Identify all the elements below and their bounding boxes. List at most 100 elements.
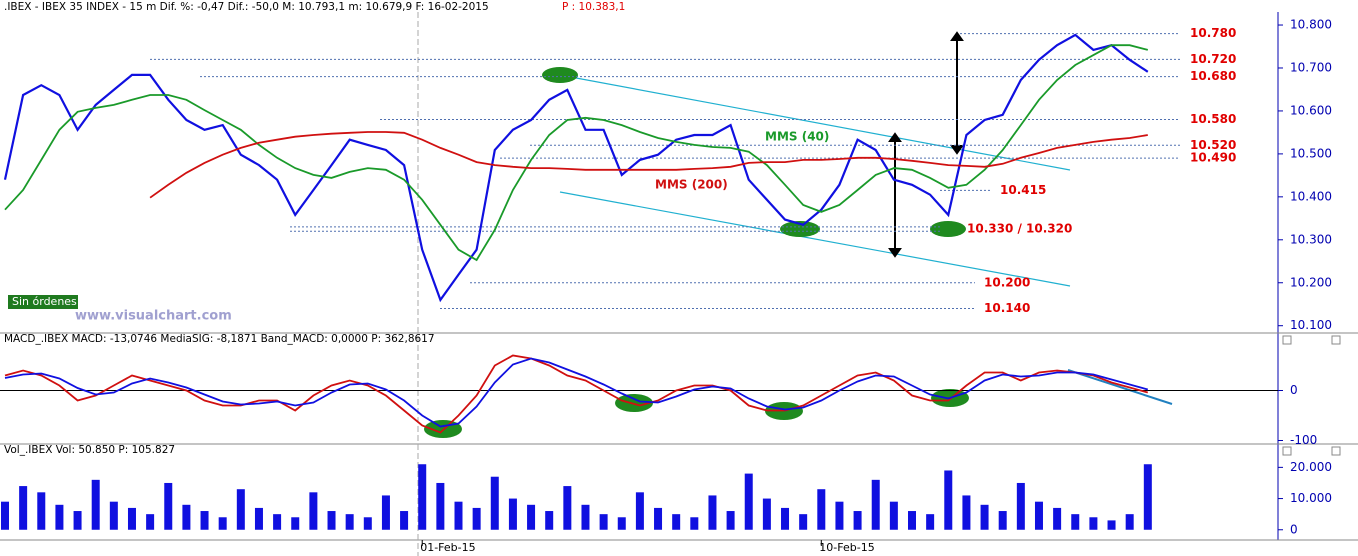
level-label: 10.330 / 10.320 — [967, 222, 1072, 236]
bar — [109, 501, 118, 530]
arrow-head — [950, 145, 964, 155]
bar — [962, 495, 971, 530]
level-label: 10.720 — [1190, 52, 1236, 66]
panel-button[interactable] — [1282, 446, 1292, 456]
channel-line — [559, 191, 1071, 287]
bar — [944, 470, 953, 530]
y-tick-label: 10.200 — [1290, 275, 1332, 289]
bar — [454, 501, 463, 530]
bar — [1053, 507, 1062, 530]
y-tick-label: 10.100 — [1290, 318, 1332, 332]
macd-trendline — [1067, 369, 1173, 405]
bar — [218, 517, 227, 530]
bar — [708, 495, 717, 530]
bar — [146, 514, 155, 530]
status-box — [8, 295, 78, 309]
bar — [817, 489, 826, 530]
arrow-head — [950, 31, 964, 41]
bar — [654, 507, 663, 530]
series-line — [4, 357, 1149, 428]
bar — [581, 504, 590, 530]
y-tick-label: 10.600 — [1290, 103, 1332, 117]
bar — [37, 492, 46, 530]
bar — [871, 479, 880, 530]
channel — [559, 74, 1071, 287]
bar — [926, 514, 935, 530]
bar — [799, 514, 808, 530]
bar — [508, 498, 517, 530]
bar — [889, 501, 898, 530]
panel-button[interactable] — [1331, 335, 1341, 345]
y-tick-label: 10.300 — [1290, 232, 1332, 246]
bar — [635, 492, 644, 530]
bar — [127, 507, 136, 530]
bar — [726, 511, 735, 530]
y-tick-label: 0 — [1290, 383, 1298, 397]
frames — [0, 12, 1358, 556]
bar — [599, 514, 608, 530]
bar — [345, 514, 354, 530]
channel-line — [559, 74, 1071, 171]
bar — [1125, 514, 1134, 530]
y-tick-label: 10.800 — [1290, 18, 1332, 32]
series-label: MMS (200) — [655, 178, 728, 192]
bar — [762, 498, 771, 530]
bar — [363, 517, 372, 530]
bar — [400, 511, 409, 530]
series-line — [149, 131, 1148, 199]
bar — [55, 504, 64, 530]
bar — [527, 504, 536, 530]
bar — [19, 486, 28, 530]
chart-subtitle: P : 10.383,1 — [562, 1, 625, 13]
status: Sin órdenes — [12, 295, 77, 308]
bar — [672, 514, 681, 530]
bar — [1107, 520, 1116, 530]
bar — [1016, 482, 1025, 530]
level-label: 10.520 — [1190, 138, 1236, 152]
highlights — [424, 67, 969, 438]
bar — [91, 479, 100, 530]
bar — [781, 507, 790, 530]
panel-button[interactable] — [1282, 335, 1292, 345]
level-label: 10.490 — [1190, 151, 1236, 165]
chart-title: .IBEX - IBEX 35 INDEX - 15 m Dif. %: -0,… — [4, 1, 489, 13]
bar — [418, 464, 427, 530]
arrow-head — [888, 248, 902, 258]
series-line — [4, 44, 1149, 262]
level-label: 10.200 — [984, 275, 1030, 289]
bar — [545, 511, 554, 530]
y-tick-label: -100 — [1290, 433, 1317, 447]
y-tick-label: 10.700 — [1290, 60, 1332, 74]
watermark: www.visualchart.com — [75, 309, 232, 324]
level-label: 10.680 — [1190, 69, 1236, 83]
bar — [472, 507, 481, 530]
bar — [73, 511, 82, 530]
bar — [182, 504, 191, 530]
bar — [327, 511, 336, 530]
highlight — [780, 221, 820, 237]
arrow-head — [888, 132, 902, 142]
bar — [1034, 501, 1043, 530]
bar — [853, 511, 862, 530]
bar — [1089, 517, 1098, 530]
highlight — [542, 67, 578, 83]
y-tick-label: 10.500 — [1290, 146, 1332, 160]
y-tick-label: 0 — [1290, 522, 1298, 536]
y-tick-label: 10.400 — [1290, 189, 1332, 203]
bar — [1143, 464, 1152, 530]
x-tick-label: 01-Feb-15 — [420, 541, 475, 554]
bar — [273, 514, 282, 530]
level-label: 10.415 — [1000, 183, 1046, 197]
volume-title: Vol_.IBEX Vol: 50.850 P: 105.827 — [4, 444, 175, 456]
level-label: 10.780 — [1190, 26, 1236, 40]
panel-button[interactable] — [1331, 446, 1341, 456]
bar — [835, 501, 844, 530]
bar — [309, 492, 318, 530]
bar — [617, 517, 626, 530]
bar — [908, 511, 916, 530]
bar — [436, 482, 445, 530]
bar — [1, 501, 9, 530]
bar — [200, 511, 209, 530]
